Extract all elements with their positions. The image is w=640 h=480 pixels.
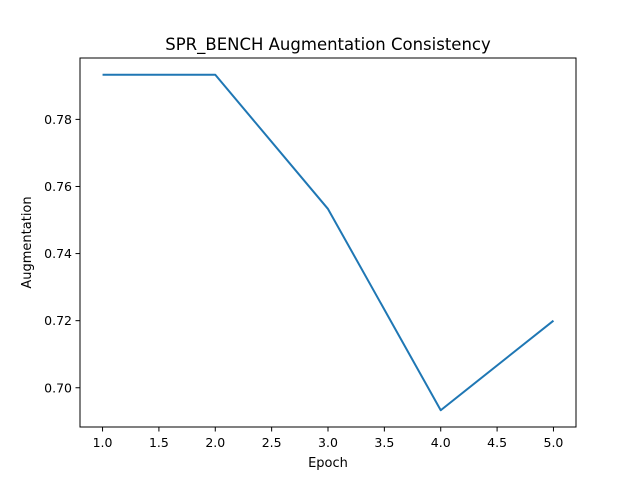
x-axis-ticks: 1.0 1.5 2.0 2.5 3.0 3.5 4.0 4.5 5.0 — [93, 427, 564, 450]
y-axis-label: Augmentation — [20, 196, 35, 288]
x-axis-label: Epoch — [308, 456, 348, 471]
x-tick-label: 4.0 — [431, 435, 451, 450]
x-tick-label: 3.0 — [318, 435, 338, 450]
x-tick-label: 2.5 — [262, 435, 282, 450]
y-tick-label: 0.78 — [44, 112, 72, 127]
y-tick-label: 0.72 — [44, 313, 72, 328]
x-tick-label: 2.0 — [205, 435, 225, 450]
series-line — [102, 73, 555, 412]
series-group — [102, 73, 555, 412]
axes-frame — [79, 57, 577, 428]
x-tick-label: 4.5 — [487, 435, 507, 450]
y-tick-label: 0.70 — [44, 380, 72, 395]
plot-area: 1.0 1.5 2.0 2.5 3.0 3.5 4.0 4.5 5.0 0.70 0.72 0.74… — [44, 57, 577, 450]
chart-title: SPR_BENCH Augmentation Consistency — [165, 35, 491, 55]
y-tick-label: 0.76 — [44, 179, 72, 194]
x-tick-label: 1.5 — [149, 435, 169, 450]
x-tick-label: 3.5 — [374, 435, 394, 450]
y-axis-ticks: 0.70 0.72 0.74 0.76 0.78 — [44, 112, 80, 395]
y-tick-label: 0.74 — [44, 246, 72, 261]
x-tick-label: 5.0 — [544, 435, 564, 450]
x-tick-label: 1.0 — [93, 435, 113, 450]
